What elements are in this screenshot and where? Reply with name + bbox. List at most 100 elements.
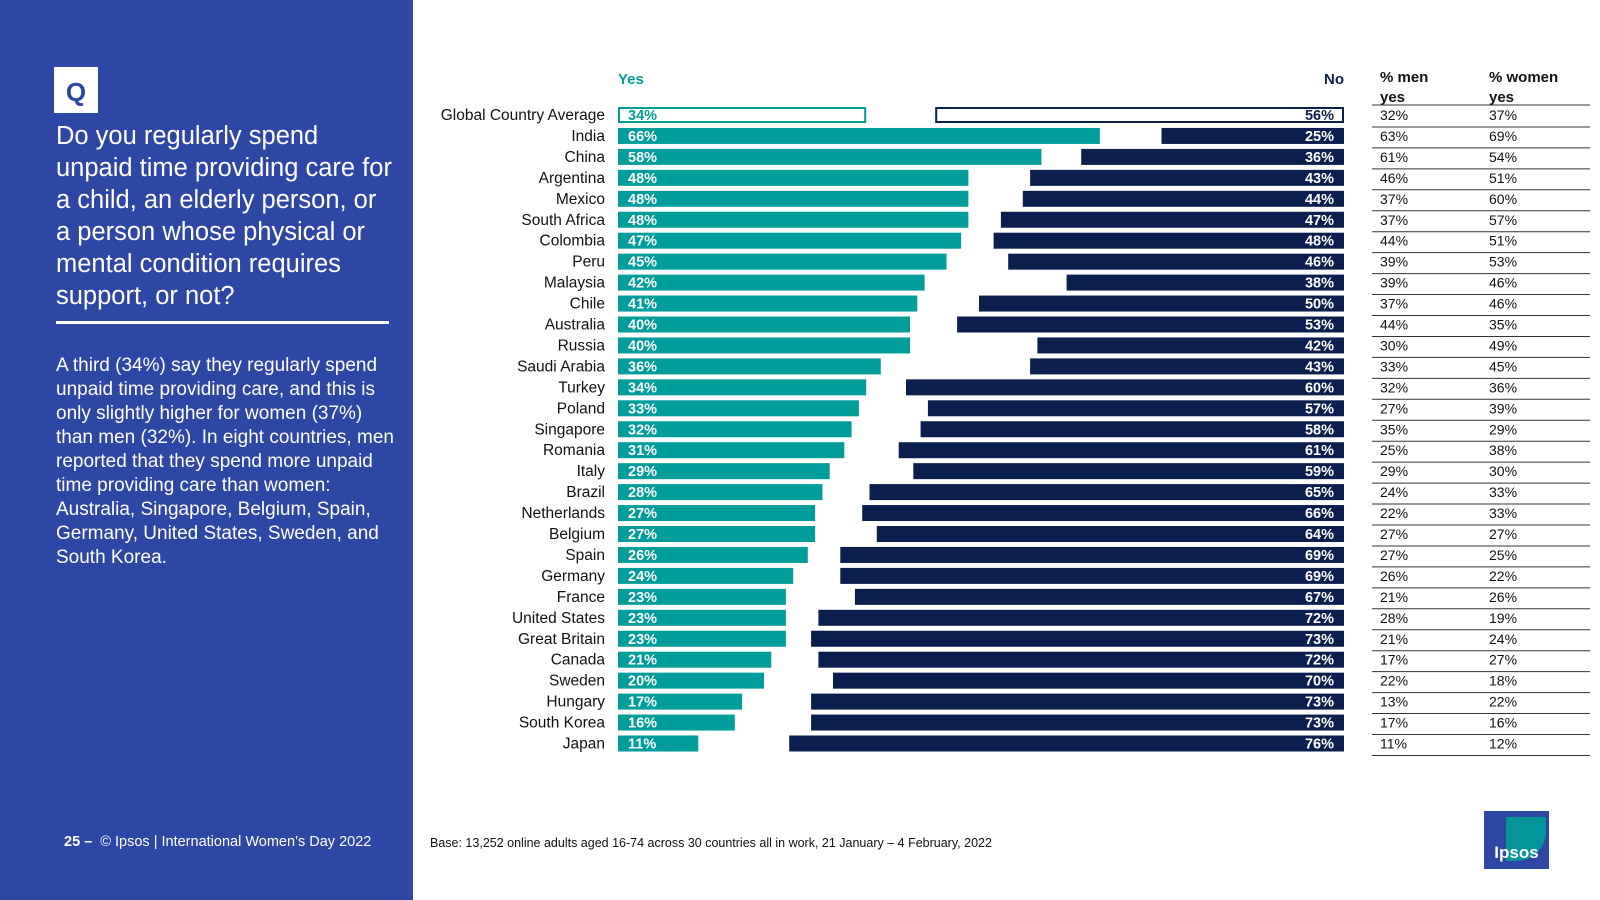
men-yes-value: 32% [1380,379,1408,395]
men-yes-value: 21% [1380,631,1408,647]
copyright-text: © Ipsos | International Women’s Day 2022 [100,834,372,850]
women-yes-value: 22% [1489,694,1517,710]
yes-value-label: 42% [628,276,657,292]
country-label: India [571,128,605,145]
no-bar [811,630,1344,647]
women-yes-value: 54% [1489,149,1517,165]
yes-value-label: 36% [628,359,657,375]
no-value-label: 61% [1305,443,1334,459]
country-label: Italy [577,463,606,480]
no-value-label: 73% [1305,695,1334,711]
country-label: Malaysia [544,275,606,292]
yes-header: Yes [618,71,644,88]
yes-value-label: 23% [628,632,657,648]
no-bar [811,693,1344,710]
yes-bar [618,693,743,710]
men-header: % men [1380,69,1428,86]
men-yes-value: 27% [1380,547,1408,563]
women-yes-value: 18% [1489,673,1517,689]
question-badge: Q [54,67,98,113]
footer: 25 – © Ipsos | International Women’s Day… [64,834,371,850]
country-label: South Korea [519,715,606,732]
country-label: Japan [563,736,605,753]
yes-bar [618,484,823,501]
no-value-label: 76% [1305,737,1334,753]
country-label: China [565,149,606,166]
yes-value-label: 27% [628,506,657,522]
country-label: Australia [545,317,606,334]
yes-value-label: 29% [628,464,657,480]
yes-bar [618,232,962,249]
men-yes-value: 30% [1380,337,1408,353]
no-bar [979,295,1344,312]
description-text: A third (34%) say they regularly spend u… [56,355,394,568]
country-label: Poland [557,400,605,417]
base-note: Base: 13,252 online adults aged 16-74 ac… [430,836,992,850]
women-yes-value: 51% [1489,170,1517,186]
country-label: Russia [558,337,606,354]
no-bar [935,107,1344,123]
women-yes-value: 22% [1489,568,1517,584]
no-value-label: 56% [1305,108,1334,124]
men-yes-value: 25% [1380,442,1408,458]
no-bar [862,505,1344,522]
women-yes-value: 69% [1489,128,1517,144]
country-label: Sweden [549,673,605,690]
women-yes-value: 45% [1489,358,1517,374]
question-text: Do you regularly spend unpaid time provi… [56,122,392,310]
yes-bar [618,609,786,626]
no-bar [840,567,1344,584]
men-yes-value: 17% [1380,652,1408,668]
no-header: No [1324,71,1344,88]
yes-bar [618,274,925,291]
country-label: Peru [572,254,605,271]
no-value-label: 58% [1305,422,1334,438]
women-yes-value: 53% [1489,254,1517,270]
yes-value-label: 32% [628,422,657,438]
yes-value-label: 20% [628,674,657,690]
no-bar [840,546,1344,563]
yes-value-label: 58% [628,150,657,166]
no-value-label: 53% [1305,318,1334,334]
yes-value-label: 26% [628,548,657,564]
no-value-label: 38% [1305,276,1334,292]
men-yes-value: 26% [1380,568,1408,584]
yes-bar [618,546,808,563]
yes-bar [618,630,786,647]
country-label: France [557,589,605,606]
no-value-label: 73% [1305,716,1334,732]
men-yes-value: 46% [1380,170,1408,186]
no-value-label: 73% [1305,632,1334,648]
men-yes-value: 29% [1380,463,1408,479]
no-bar [876,526,1344,542]
country-label: Romania [543,442,605,459]
country-label: Global Country Average [441,107,605,124]
no-value-label: 50% [1305,297,1334,313]
yes-value-label: 21% [628,653,657,669]
yes-bar [618,588,786,605]
men-yes-value: 39% [1380,275,1408,291]
no-value-label: 59% [1305,464,1334,480]
men-yes-value: 28% [1380,610,1408,626]
yes-bar [618,379,867,396]
no-bar [920,421,1344,438]
women-yes-value: 33% [1489,484,1517,500]
yes-bar [618,505,816,522]
yes-bar [618,672,764,689]
no-value-label: 72% [1305,611,1334,627]
yes-bar [618,735,699,752]
yes-value-label: 27% [628,527,657,543]
no-bar [833,672,1344,689]
yes-bar [618,400,859,417]
yes-bar [618,127,1100,144]
country-label: United States [512,610,605,627]
yes-bar [618,358,881,375]
men-yes-value: 63% [1380,128,1408,144]
yes-bar [618,148,1042,165]
women-yes-value: 29% [1489,421,1517,437]
yes-value-label: 40% [628,318,657,334]
no-value-label: 69% [1305,548,1334,564]
yes-value-label: 23% [628,590,657,606]
men-yes-value: 37% [1380,191,1408,207]
